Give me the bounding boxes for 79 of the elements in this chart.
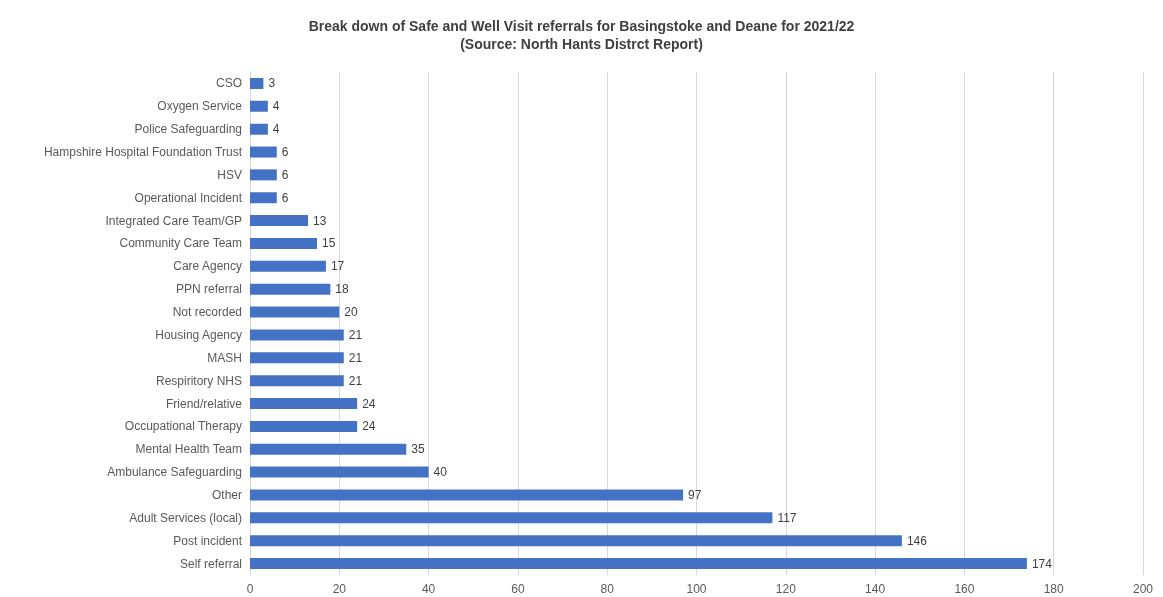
data-label: 15 [321, 236, 336, 251]
bar [250, 169, 277, 181]
x-tick-label: 120 [775, 582, 797, 596]
data-label: 117 [777, 510, 797, 525]
bar [250, 489, 684, 501]
y-tick-label: Housing Agency [155, 327, 242, 342]
y-tick-label: Community Care Team [119, 236, 242, 251]
data-label: 24 [362, 419, 376, 434]
bar [250, 237, 317, 249]
data-label: 18 [335, 282, 350, 297]
y-tick-label: Friend/relative [165, 396, 243, 411]
bar [250, 77, 264, 89]
bar [250, 192, 277, 204]
x-tick-label: 200 [1132, 582, 1154, 596]
data-label: 24 [362, 396, 376, 411]
x-tick-label: 80 [600, 582, 615, 596]
data-label: 20 [344, 305, 358, 320]
y-tick-label: Ambulance Safeguarding [107, 465, 242, 480]
bar [250, 123, 268, 135]
bar [250, 329, 344, 341]
data-label: 4 [272, 122, 280, 137]
data-label: 17 [330, 259, 345, 274]
data-label: 21 [348, 373, 363, 388]
data-label: 21 [348, 350, 363, 365]
data-label: 13 [313, 213, 327, 228]
data-label: 21 [348, 327, 363, 342]
bar [250, 535, 902, 547]
y-tick-label: Occupational Therapy [124, 419, 242, 434]
chart-title: Break down of Safe and Well Visit referrals for Basingstoke and Deane for 2021/22 [308, 18, 855, 34]
bar [250, 466, 429, 478]
x-tick-label: 100 [686, 582, 707, 596]
y-tick-label: Hampshire Hospital Foundation Trust [43, 145, 243, 160]
y-tick-label: CSO [215, 76, 242, 91]
bar [250, 100, 268, 112]
bar [250, 558, 1027, 570]
data-label: 97 [688, 487, 702, 502]
y-tick-label: Respiritory NHS [155, 373, 242, 388]
y-tick-label: Post incident [173, 533, 243, 548]
bar [250, 398, 358, 410]
x-tick-label: 180 [1043, 582, 1065, 596]
y-tick-label: Self referral [179, 556, 242, 571]
x-tick-label: 140 [865, 582, 886, 596]
data-label: 4 [272, 99, 280, 114]
y-tick-label: MASH [207, 350, 242, 365]
data-label: 6 [281, 145, 289, 160]
y-tick-label: Care Agency [173, 259, 242, 274]
y-tick-label: Oxygen Service [157, 99, 243, 114]
x-tick-label: 40 [421, 582, 436, 596]
y-tick-label: Operational Incident [134, 190, 243, 205]
y-tick-label: Other [211, 487, 242, 502]
data-label: 6 [281, 167, 289, 182]
bar [250, 443, 407, 455]
y-tick-label: Police Safeguarding [134, 122, 242, 137]
y-tick-label: HSV [217, 167, 242, 182]
bar [250, 352, 344, 364]
x-tick-label: 20 [332, 582, 347, 596]
bar [250, 306, 340, 318]
chart-subtitle: (Source: North Hants Distrct Report) [460, 36, 703, 52]
bar [250, 215, 309, 227]
bar [250, 260, 326, 272]
x-tick-label: 160 [954, 582, 975, 596]
bar [250, 420, 358, 432]
y-tick-label: PPN referral [175, 282, 242, 297]
data-label: 6 [281, 190, 289, 205]
x-tick-label: 60 [511, 582, 525, 596]
y-tick-label: Adult Services (local) [129, 510, 242, 525]
data-label: 40 [433, 465, 448, 480]
bar [250, 146, 277, 158]
data-label: 35 [411, 442, 425, 457]
data-label: 174 [1031, 556, 1053, 571]
bar [250, 375, 344, 387]
data-label: 3 [268, 76, 276, 91]
x-tick-label: 0 [246, 582, 254, 596]
bar [250, 283, 331, 295]
bar [250, 512, 773, 524]
y-tick-label: Mental Health Team [135, 442, 242, 457]
y-tick-label: Not recorded [172, 305, 242, 320]
y-tick-label: Integrated Care Team/GP [105, 213, 242, 228]
data-label: 146 [906, 533, 928, 548]
